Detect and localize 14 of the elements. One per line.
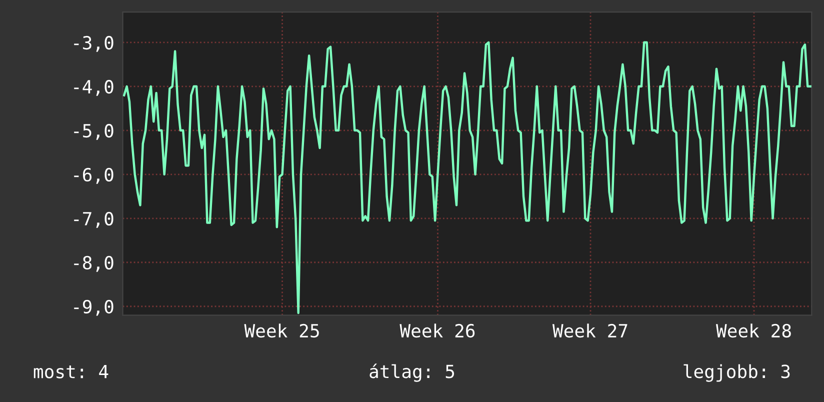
x-tick-label: Week 28 <box>716 324 791 338</box>
text: átlag: 5 <box>370 364 454 382</box>
y-tick-label: -6,0 <box>74 168 114 184</box>
text: legjobb: 3 <box>684 364 790 382</box>
x-tick-label: Week 25 <box>244 324 319 338</box>
x-tick-label: Week 26 <box>400 324 475 338</box>
y-tick-label: -9,0 <box>74 300 114 316</box>
x-tick-label: Week 27 <box>552 324 628 338</box>
text: most: 4 <box>34 364 108 378</box>
y-tick-label: -5,0 <box>74 124 114 140</box>
y-tick-label: -7,0 <box>74 212 114 228</box>
y-tick-label: -4,0 <box>74 80 114 96</box>
y-tick-label: -8,0 <box>74 256 114 272</box>
y-tick-label: -3,0 <box>74 36 114 52</box>
